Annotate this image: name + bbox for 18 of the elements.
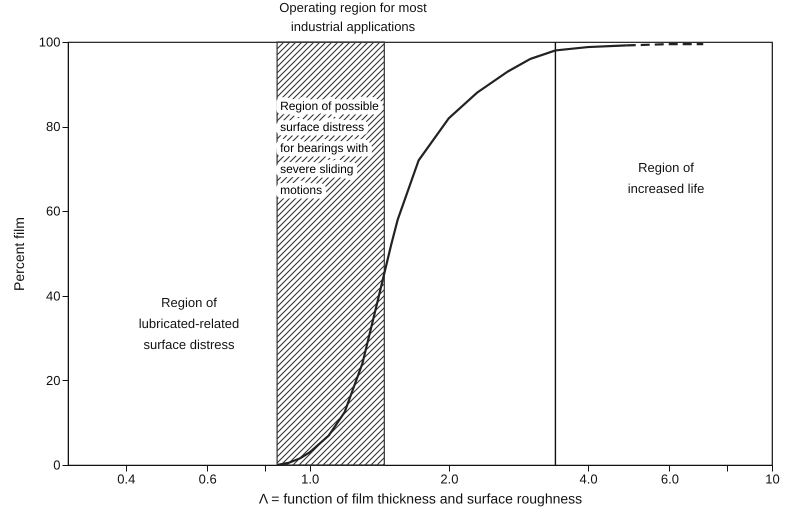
x-tick-label: 10 <box>765 472 780 486</box>
y-tick-label: 80 <box>46 119 60 134</box>
x-tick-label: 0.4 <box>117 472 136 486</box>
y-tick-label: 100 <box>38 34 60 50</box>
x-tick-label: 4.0 <box>580 472 598 486</box>
y-tick-label: 0 <box>53 458 60 472</box>
text: Operating region for most industrial applications <box>279 0 428 34</box>
x-tick-label: 2.0 <box>440 472 458 486</box>
annotation: Region of lubricated-related surface distress <box>138 295 240 352</box>
x-tick-label: 1.0 <box>301 472 320 486</box>
y-tick-label: 40 <box>46 288 60 304</box>
x-axis-title: Λ = function of film thickness and surface roughness <box>258 490 582 506</box>
annotation: Region of increased life <box>628 160 704 196</box>
y-tick-label: 20 <box>46 372 60 388</box>
y-tick-label: 60 <box>46 204 60 219</box>
x-tick-label: 6.0 <box>660 472 679 486</box>
y-axis-title: Percent film <box>10 217 27 291</box>
x-tick-label: 0.6 <box>198 472 217 486</box>
